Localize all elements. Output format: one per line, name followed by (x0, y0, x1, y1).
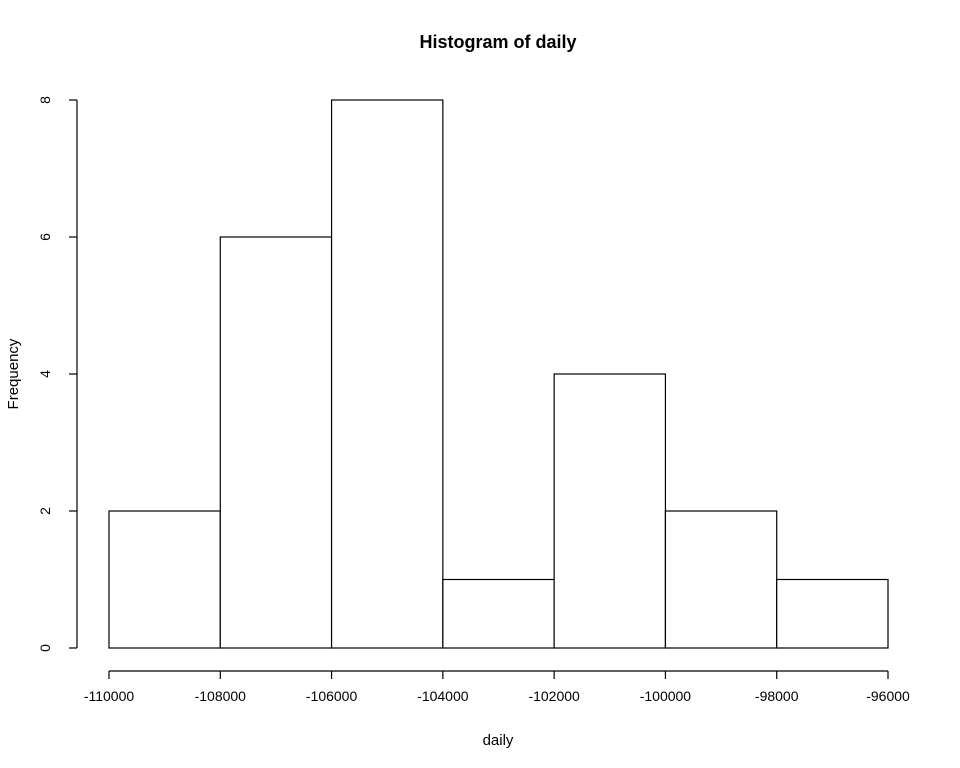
x-tick-label: -108000 (195, 688, 247, 704)
x-tick-label: -98000 (755, 688, 799, 704)
x-tick-label: -104000 (417, 688, 469, 704)
histogram-bar-1 (219, 236, 333, 649)
y-axis: 0 2 4 6 8 (37, 96, 78, 652)
x-tick-label: -110000 (84, 688, 135, 704)
histogram-bar-2 (330, 99, 444, 649)
histogram-bar-0 (108, 510, 221, 649)
chart-title: Histogram of daily (419, 32, 576, 52)
x-axis-label: daily (483, 732, 514, 749)
histogram-bar-5 (664, 510, 778, 649)
x-tick-label: -102000 (528, 688, 580, 704)
histogram-bar-4 (553, 373, 667, 649)
y-axis-label: Frequency (5, 338, 22, 409)
bars-group (108, 99, 889, 649)
y-tick-label: 6 (37, 233, 53, 241)
x-tick-label: -96000 (866, 688, 910, 704)
x-tick-label: -106000 (306, 688, 358, 704)
x-tick-label: -100000 (640, 688, 692, 704)
y-tick-label: 4 (37, 370, 53, 378)
x-axis: -110000 -108000 -106000 -104000 -102000 -1000… (84, 670, 910, 704)
histogram-bar-3 (442, 578, 555, 649)
histogram-bar-6 (776, 578, 889, 649)
y-tick-label: 0 (37, 644, 53, 652)
y-tick-label: 8 (37, 96, 53, 104)
y-tick-label: 2 (37, 507, 53, 515)
